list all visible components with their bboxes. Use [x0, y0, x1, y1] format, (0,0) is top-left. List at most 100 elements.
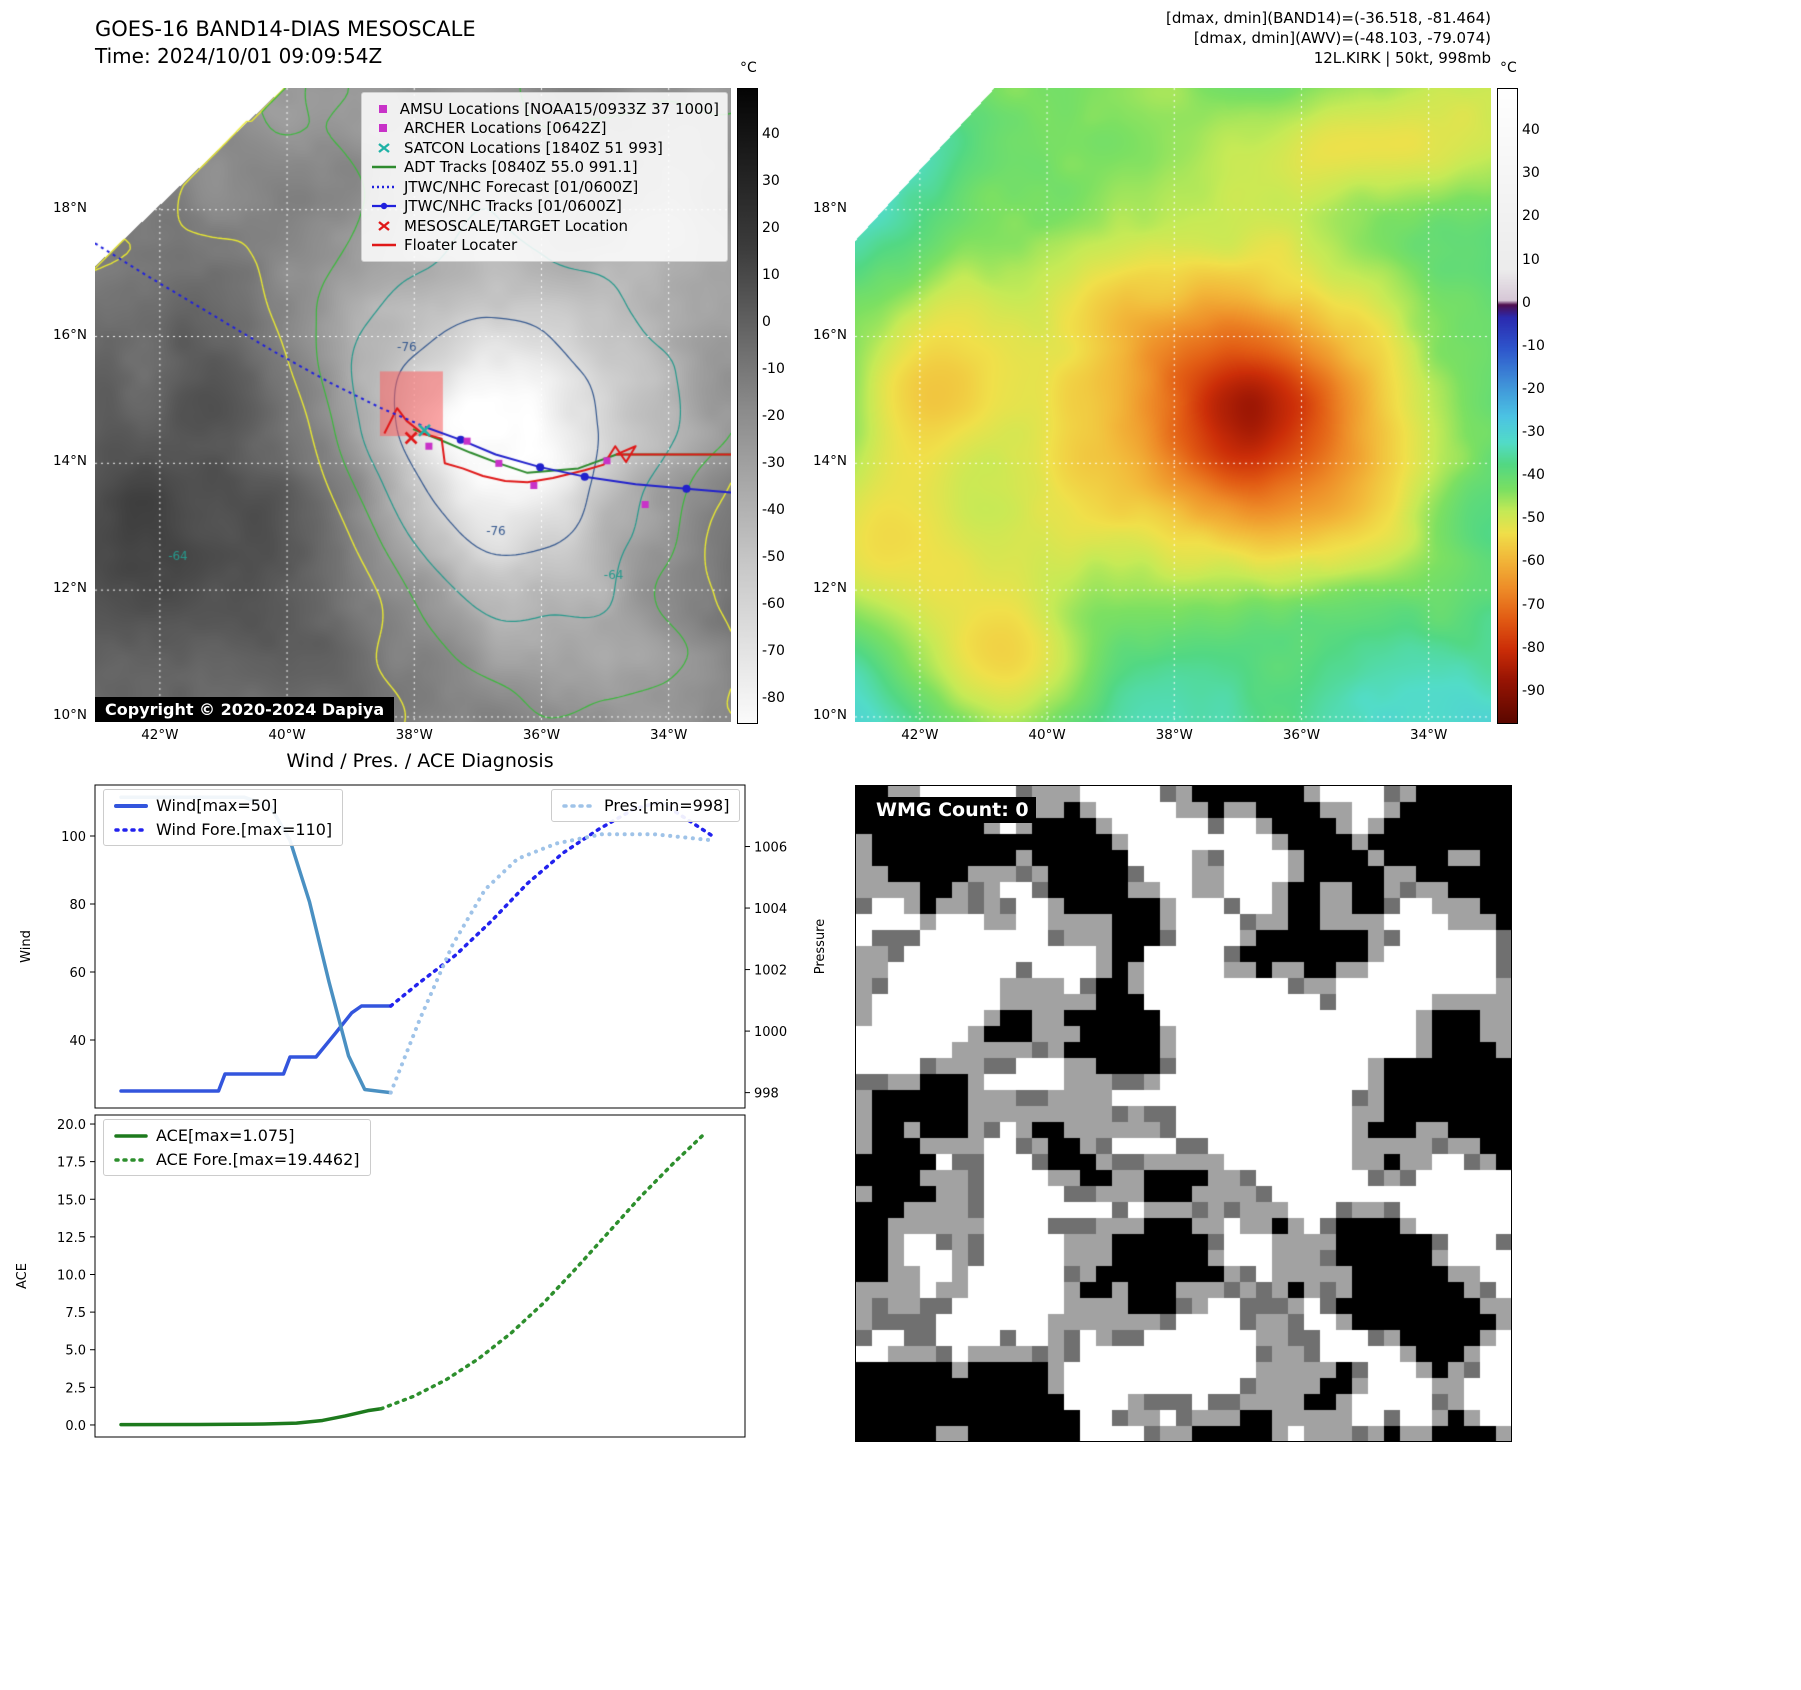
axis-label: 60	[69, 966, 86, 981]
colorbar-unit-label: °C	[1500, 60, 1517, 76]
legend-line-sample	[114, 1133, 148, 1138]
legend-entry-label: MESOSCALE/TARGET Location	[404, 216, 629, 235]
square-marker-icon	[379, 104, 387, 113]
legend-entry: JTWC/NHC Forecast [01/0600Z]	[370, 177, 719, 197]
legend-entry-label: JTWC/NHC Tracks [01/0600Z]	[404, 197, 622, 216]
colorbar-tick-label: 40	[762, 125, 780, 142]
legend-entry: ACE[max=1.075]	[114, 1126, 360, 1145]
legend-entry-label: JTWC/NHC Forecast [01/0600Z]	[404, 177, 639, 196]
series-wind-fore-max-110-	[389, 800, 715, 1008]
lat-label: 18°N	[812, 199, 847, 216]
square-marker-icon	[379, 124, 387, 133]
legend-entry: Wind[max=50]	[114, 796, 332, 815]
legend-entry: Pres.[min=998]	[562, 796, 729, 815]
axis-label: 2.5	[65, 1381, 86, 1396]
x-marker-icon	[378, 220, 390, 231]
axis-label: 17.5	[57, 1156, 86, 1171]
lon-label: 40°W	[1028, 727, 1066, 743]
colorbar-unit-label: °C	[740, 60, 757, 76]
wmg-count-label: WMG Count: 0	[869, 797, 1036, 823]
colorbar-tick-label: -40	[1522, 467, 1545, 484]
lon-label: 42°W	[901, 727, 939, 743]
series-wind-max-50-	[119, 1004, 393, 1093]
legend-entry: ARCHER Locations [0642Z]	[370, 119, 719, 139]
colorbar-tick-label: -30	[1522, 424, 1545, 441]
awv-dmax-dmin-label: [dmax, dmin](AWV)=(-48.103, -79.074)	[1193, 29, 1491, 47]
lon-label: 34°W	[1410, 727, 1448, 743]
legend-line-sample	[114, 827, 148, 832]
colorbar-tick-label: -50	[1522, 510, 1545, 527]
awv-satellite-image	[855, 88, 1491, 722]
colorbar-tick-label: 30	[1522, 165, 1540, 182]
lon-label: 42°W	[141, 727, 179, 743]
charts-title: Wind / Pres. / ACE Diagnosis	[286, 750, 554, 772]
lon-label: 40°W	[268, 727, 306, 743]
axis-label: ACE	[15, 1263, 30, 1289]
awv-colorbar	[1497, 88, 1518, 724]
lat-label: 10°N	[812, 706, 847, 723]
line-dot-marker-icon	[372, 203, 396, 210]
legend-entry-label: Pres.[min=998]	[604, 796, 730, 815]
colorbar-tick-label: 20	[762, 219, 780, 236]
colorbar-tick-label: -50	[762, 548, 785, 565]
panel2-header: [dmax, dmin](BAND14)=(-36.518, -81.464) …	[1166, 8, 1491, 68]
axis-label: 12.5	[57, 1231, 86, 1246]
legend-entry: Floater Locater	[370, 236, 719, 256]
colorbar-tick-label: -60	[1522, 553, 1545, 570]
pressure-legend: Pres.[min=998]	[551, 789, 741, 822]
colorbar-tick-label: -70	[762, 642, 785, 659]
colorbar-tick-label: -20	[762, 407, 785, 424]
series-pres-fore-	[388, 832, 715, 1095]
series-ace-fore-max-19-4462-	[379, 1130, 708, 1411]
legend-entry-label: ADT Tracks [0840Z 55.0 991.1]	[404, 158, 638, 177]
colorbar-tick-label: -10	[762, 360, 785, 377]
legend-entry: ADT Tracks [0840Z 55.0 991.1]	[370, 158, 719, 178]
band14-colorbar-gradient	[738, 89, 757, 723]
axis-label: 5.0	[65, 1344, 86, 1359]
colorbar-tick-label: 10	[762, 266, 780, 283]
legend-entry: AMSU Locations [NOAA15/0933Z 37 1000]	[370, 99, 719, 119]
wind-pressure-ace-charts: 100 80 60 40 1006 1004 1002 1000 998 20.0 17.5 15.0…	[15, 784, 828, 1438]
wmg-grid-image	[856, 786, 1511, 1441]
legend-entry-label: Wind[max=50]	[156, 796, 278, 815]
band14-colorbar	[737, 88, 758, 724]
legend-entry-label: ARCHER Locations [0642Z]	[404, 119, 607, 138]
panel1-title: GOES-16 BAND14-DIAS MESOSCALE	[95, 17, 476, 41]
x-marker-icon	[378, 142, 390, 153]
line-marker-icon	[372, 166, 396, 169]
lat-label: 18°N	[52, 199, 87, 216]
dotted-marker-icon	[372, 185, 396, 188]
axis-label: 100	[61, 830, 86, 845]
axis-label: 998	[754, 1087, 779, 1102]
series-ace-max-1-075-	[119, 1407, 383, 1427]
lat-label: 10°N	[52, 706, 87, 723]
colorbar-tick-label: 0	[1522, 294, 1531, 311]
lat-label: 12°N	[52, 580, 87, 597]
band14-satellite-map: AMSU Locations [NOAA15/0933Z 37 1000] ARC…	[95, 88, 731, 722]
lat-label: 14°N	[812, 453, 847, 470]
map-legend: AMSU Locations [NOAA15/0933Z 37 1000] ARC…	[361, 92, 728, 262]
legend-entry: Wind Fore.[max=110]	[114, 820, 332, 839]
axis-label: 40	[69, 1034, 86, 1049]
lon-label: 36°W	[522, 727, 561, 743]
colorbar-tick-label: 10	[1522, 251, 1540, 268]
axis-label: Wind	[19, 930, 34, 963]
band14-dmax-dmin-label: [dmax, dmin](BAND14)=(-36.518, -81.464)	[1166, 9, 1491, 27]
legend-entry: SATCON Locations [1840Z 51 993]	[370, 138, 719, 158]
legend-line-sample	[114, 803, 148, 808]
legend-entry: MESOSCALE/TARGET Location	[370, 216, 719, 236]
axis-label: 20.0	[57, 1118, 86, 1133]
legend-entry-label: ACE Fore.[max=19.4462]	[156, 1150, 360, 1169]
colorbar-tick-label: -70	[1522, 596, 1545, 613]
colorbar-tick-label: -30	[762, 454, 785, 471]
legend-line-sample	[114, 1157, 148, 1162]
lon-label: 38°W	[395, 727, 433, 743]
colorbar-tick-label: -90	[1522, 682, 1545, 699]
legend-entry: ACE Fore.[max=19.4462]	[114, 1150, 360, 1169]
legend-line-sample	[562, 803, 596, 808]
colorbar-tick-label: 40	[1522, 122, 1540, 139]
wmg-panel: WMG Count: 0	[855, 785, 1512, 1442]
lon-label: 34°W	[650, 727, 688, 743]
colorbar-tick-label: -80	[762, 689, 785, 706]
